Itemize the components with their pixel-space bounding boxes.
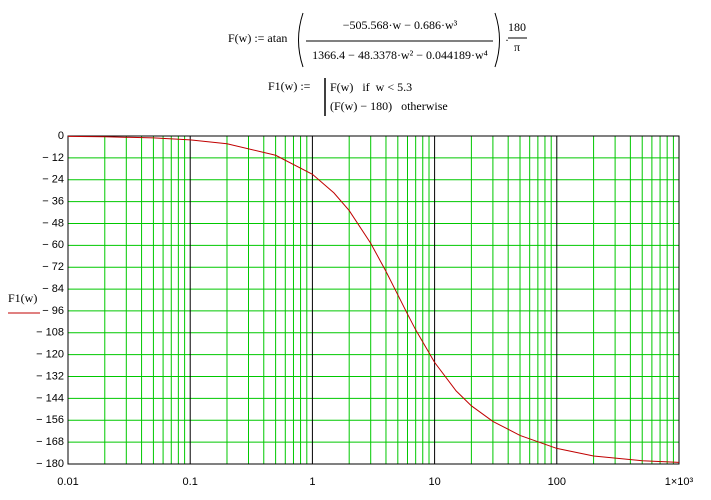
y-tick-label: − 72 xyxy=(42,261,64,273)
y-tick-label: − 48 xyxy=(42,217,64,229)
y-tick-label: − 144 xyxy=(36,392,64,404)
y-tick-label: − 156 xyxy=(36,414,64,426)
y-tick-label: − 120 xyxy=(36,349,64,361)
y-tick-label: − 132 xyxy=(36,370,64,382)
series-line xyxy=(67,135,680,463)
y-tick-label: − 12 xyxy=(42,152,64,164)
formula-def: F(w) := atan xyxy=(228,31,287,45)
factor-num: 180 xyxy=(508,20,526,34)
x-tick-label: 0.01 xyxy=(57,476,78,488)
dot: · xyxy=(505,33,509,47)
y-tick-label: − 36 xyxy=(42,196,64,208)
plot-frame xyxy=(67,135,680,465)
case: (F(w) − 180) otherwise xyxy=(330,99,448,113)
y-tick-label: − 60 xyxy=(42,239,64,251)
y-tick-label: 0 xyxy=(58,130,64,142)
factor-den: π xyxy=(514,40,520,54)
x-tick-label: 10 xyxy=(428,476,440,488)
legend-label: F1(w) xyxy=(8,291,37,305)
x-tick-label: 100 xyxy=(548,476,566,488)
numerator: −505.568·w − 0.686·w³ xyxy=(343,18,458,32)
y-tick-label: − 24 xyxy=(42,174,64,186)
y-tick-label: − 180 xyxy=(36,458,64,470)
y-tick-label: − 108 xyxy=(36,327,64,339)
x-tick-label: 1 xyxy=(309,476,315,488)
formula-def: F1(w) := xyxy=(268,79,311,93)
denominator: 1366.4 − 48.3378·w² − 0.044189·w⁴ xyxy=(312,48,488,62)
paren-left xyxy=(298,12,304,68)
paren-right xyxy=(494,12,500,68)
x-tick-label: 1×10³ xyxy=(665,476,694,488)
y-tick-label: − 168 xyxy=(36,436,64,448)
case: F(w) if w < 5.3 xyxy=(330,80,412,94)
x-tick-label: 0.1 xyxy=(183,476,198,488)
y-tick-label: − 96 xyxy=(42,305,64,317)
y-tick-label: − 84 xyxy=(42,283,64,295)
